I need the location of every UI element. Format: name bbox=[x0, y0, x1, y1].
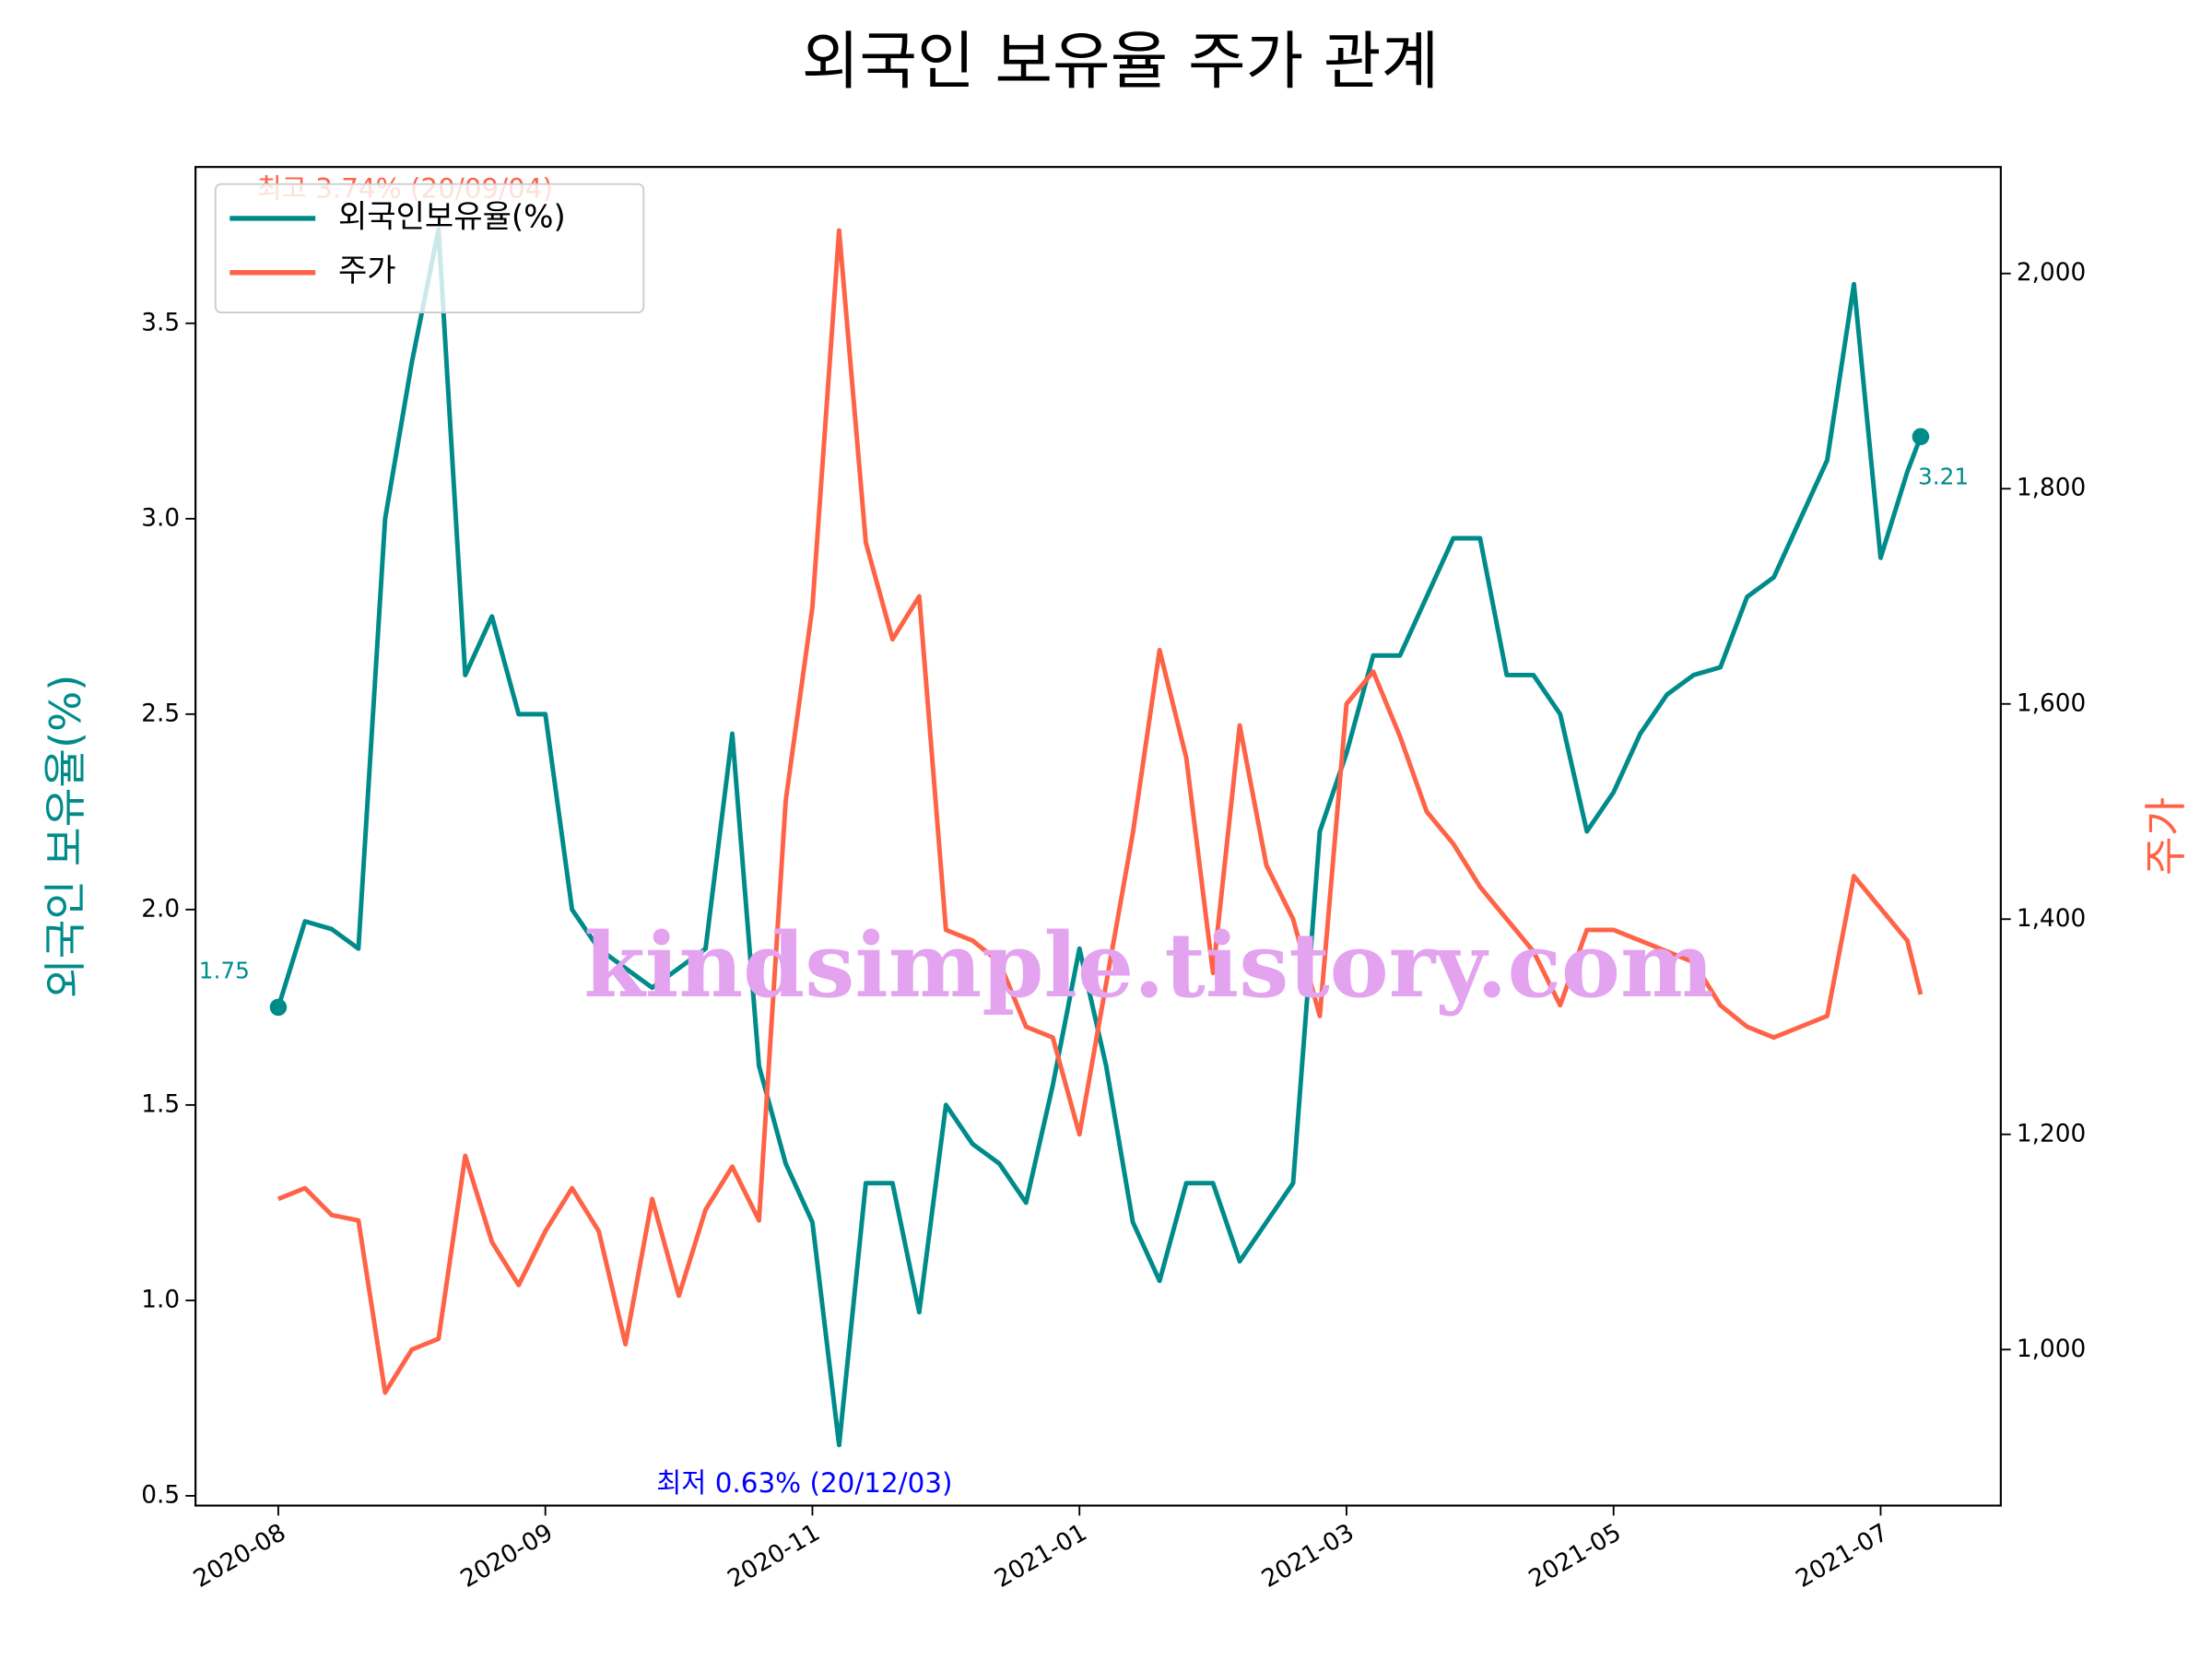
series-line bbox=[276, 227, 1924, 1448]
y-tick-label: 2.5 bbox=[141, 700, 180, 727]
legend-box bbox=[214, 182, 645, 314]
y-tick-label: 2.0 bbox=[141, 895, 180, 923]
y2-tick-label: 1,400 bbox=[2017, 905, 2086, 933]
y2-tick-label: 1,000 bbox=[2017, 1335, 2086, 1363]
y-tick-label: 3.5 bbox=[141, 309, 180, 336]
y2-tick-label: 1,600 bbox=[2017, 689, 2086, 717]
y-tick-label: 3.0 bbox=[141, 504, 180, 532]
y-tick-label: 0.5 bbox=[141, 1481, 180, 1509]
legend: 외국인보유율(%) 주가 bbox=[214, 182, 645, 314]
legend-label: 외국인보유율(%) bbox=[338, 198, 566, 235]
y-tick-label: 1.5 bbox=[141, 1090, 180, 1118]
y-tick-label: 1.0 bbox=[141, 1286, 180, 1313]
legend-label: 주가 bbox=[338, 253, 396, 289]
end-point bbox=[1912, 428, 1930, 446]
y2-axis-label: 주가 bbox=[2141, 797, 2191, 876]
y2-tick-label: 2,000 bbox=[2017, 259, 2086, 287]
end-point bbox=[269, 998, 288, 1017]
annotation: 최저 0.63% (20/12/03) bbox=[656, 1467, 952, 1499]
chart-title: 외국인 보유율 주가 관계 bbox=[802, 26, 1440, 99]
y2-tick-label: 1,800 bbox=[2017, 475, 2086, 502]
y-axis-label: 외국인 보유율(%) bbox=[41, 675, 90, 998]
series-line bbox=[277, 228, 1924, 1395]
annotation: 1.75 bbox=[199, 957, 250, 983]
plot-frame bbox=[194, 166, 2002, 1507]
annotation: 3.21 bbox=[1918, 464, 1969, 490]
watermark: kindsimple.tistory.com bbox=[583, 913, 1713, 1018]
y2-tick-label: 1,200 bbox=[2017, 1120, 2086, 1147]
